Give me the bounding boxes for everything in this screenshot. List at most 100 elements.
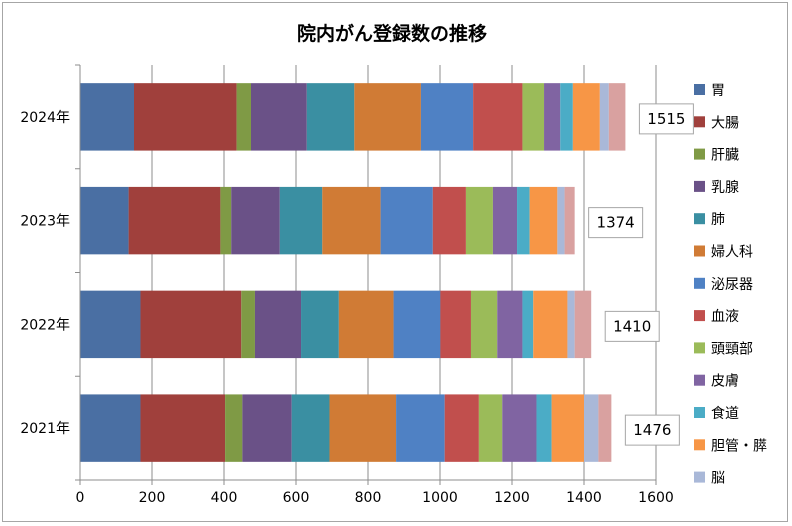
- legend-swatch: [694, 374, 705, 386]
- legend-swatch: [694, 180, 705, 192]
- total-label: 1476: [633, 421, 671, 439]
- legend-label: 大腸: [711, 115, 739, 131]
- legend-swatch: [694, 245, 705, 257]
- bar-segment: [529, 186, 558, 255]
- legend-label: 脳: [711, 471, 725, 487]
- bar-segment: [560, 83, 573, 151]
- legend-label: 血液: [711, 309, 739, 325]
- bar-segment: [497, 290, 523, 359]
- bar-segment: [140, 394, 226, 462]
- x-tick-label: 800: [355, 490, 382, 506]
- bar-segment: [598, 394, 612, 462]
- bar-segment: [279, 186, 323, 255]
- bar-segment: [254, 290, 302, 359]
- x-tick-label: 1600: [638, 490, 674, 506]
- bar-segment: [470, 290, 498, 359]
- bar-segment: [599, 83, 609, 151]
- bar-segment: [225, 394, 243, 462]
- bar-segment: [80, 83, 134, 151]
- legend-label: 食道: [711, 405, 739, 422]
- total-label-box: [638, 103, 694, 135]
- legend-swatch: [694, 277, 705, 289]
- legend-label: 皮膚: [711, 374, 739, 390]
- legend-label: 胆管・膵: [711, 438, 767, 454]
- axes: 0 200 400 600 800 1000 1200 1400 1600 2024年 2023年 2…: [20, 64, 674, 506]
- bar-segment: [584, 394, 599, 462]
- bar-segment: [478, 394, 503, 462]
- bar-segment: [251, 83, 307, 151]
- bar-segment: [231, 186, 280, 255]
- legend-swatch: [694, 407, 705, 418]
- bar-segment: [380, 186, 433, 255]
- bar-segment: [533, 290, 568, 359]
- bar-segment: [236, 83, 251, 151]
- bar-segment: [574, 290, 592, 359]
- x-tick-label: 600: [283, 490, 310, 506]
- bar-segment: [608, 83, 626, 151]
- bar-segment: [420, 83, 474, 151]
- category-label: 2022年: [20, 317, 70, 333]
- legend-label: 肺: [711, 212, 725, 228]
- x-tick-label: 0: [76, 490, 85, 506]
- total-label: 1410: [613, 317, 651, 335]
- legend-swatch: [694, 439, 705, 451]
- x-tick-label: 1200: [494, 490, 530, 506]
- legend-label: 頭頸部: [711, 341, 753, 357]
- bar-segment: [134, 83, 237, 151]
- bar-segment: [322, 186, 381, 255]
- legend-swatch: [694, 116, 705, 128]
- legend-label: 胃: [711, 83, 725, 99]
- bar-segment: [522, 290, 534, 359]
- bar-segment: [440, 290, 471, 359]
- bar-segment: [557, 186, 565, 255]
- bar-segment: [140, 290, 242, 359]
- bars: [80, 83, 626, 462]
- chart-title: 院内がん登録数の推移: [297, 22, 487, 45]
- category-label: 2023年: [20, 214, 70, 230]
- bar-segment: [80, 290, 141, 359]
- total-label-box: [588, 207, 644, 239]
- bar-segment: [393, 290, 441, 359]
- x-tick-label: 1400: [566, 490, 602, 506]
- bar-segment: [544, 83, 561, 151]
- legend-swatch: [694, 342, 705, 354]
- bar-segment: [220, 186, 232, 255]
- bar-segment: [522, 83, 545, 151]
- x-tick-label: 400: [211, 490, 238, 506]
- bar-segment: [306, 83, 355, 151]
- bar-segment: [492, 186, 518, 255]
- x-tick-label: 200: [139, 490, 166, 506]
- bar-segment: [536, 394, 552, 462]
- legend-swatch: [694, 471, 705, 483]
- legend-label: 乳腺: [711, 180, 739, 196]
- total-label: 1374: [597, 214, 635, 232]
- bar-segment: [80, 186, 129, 255]
- x-tick-label: 1000: [422, 490, 458, 506]
- bar-segment: [444, 394, 479, 462]
- bar-segment: [465, 186, 493, 255]
- total-labels: 1515 1374 1410 1476: [588, 103, 694, 446]
- legend-swatch: [694, 148, 705, 160]
- bar-segment: [338, 290, 394, 359]
- bar-segment: [241, 290, 255, 359]
- category-label: 2021年: [20, 421, 70, 437]
- total-label-box: [604, 310, 660, 342]
- bar-segment: [551, 394, 584, 462]
- legend-label: 婦人科: [711, 244, 753, 261]
- bar-segment: [473, 83, 523, 151]
- bar-segment: [354, 83, 421, 151]
- bar-segment: [396, 394, 445, 462]
- bar-segment: [502, 394, 537, 462]
- legend-swatch: [694, 310, 705, 322]
- total-label-box: [624, 414, 680, 446]
- bar-segment: [80, 394, 141, 462]
- legend-swatch: [694, 84, 705, 95]
- bar-segment: [301, 290, 339, 359]
- legend-label: 肝臓: [711, 148, 739, 164]
- bar-segment: [291, 394, 330, 462]
- bar-segment: [567, 290, 575, 359]
- bar-segment: [564, 186, 575, 255]
- bar-segment: [432, 186, 466, 255]
